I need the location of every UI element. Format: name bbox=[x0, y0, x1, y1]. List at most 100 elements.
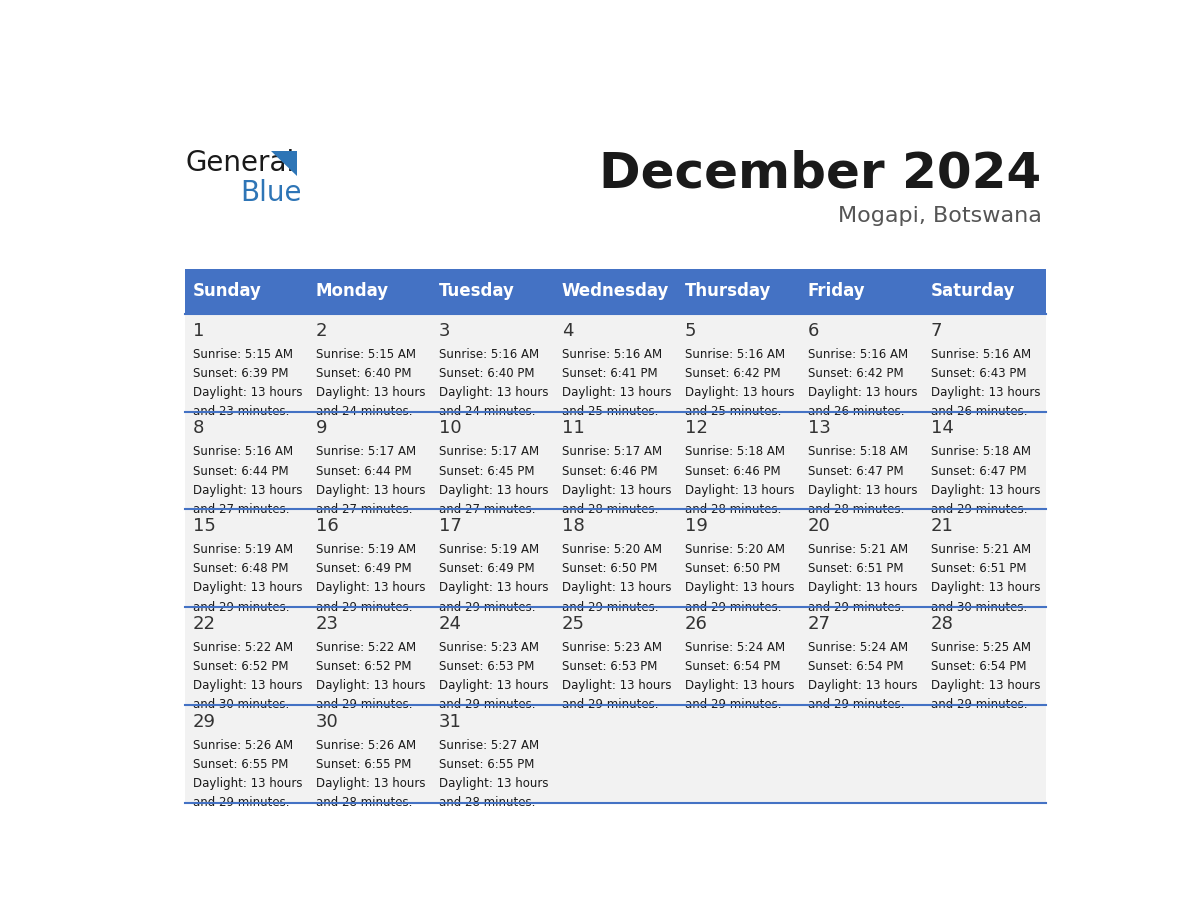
Bar bbox=[801, 705, 923, 803]
Bar bbox=[801, 411, 923, 509]
Bar bbox=[923, 607, 1047, 705]
Text: Sunset: 6:51 PM: Sunset: 6:51 PM bbox=[930, 563, 1026, 576]
Text: Sunset: 6:50 PM: Sunset: 6:50 PM bbox=[684, 563, 781, 576]
Text: Daylight: 13 hours: Daylight: 13 hours bbox=[930, 484, 1040, 497]
Text: and 25 minutes.: and 25 minutes. bbox=[562, 405, 658, 418]
Text: 25: 25 bbox=[562, 615, 584, 633]
Text: 23: 23 bbox=[316, 615, 339, 633]
Bar bbox=[677, 269, 801, 314]
Text: Sunrise: 5:19 AM: Sunrise: 5:19 AM bbox=[192, 543, 292, 556]
Text: and 23 minutes.: and 23 minutes. bbox=[192, 405, 289, 418]
Text: Sunset: 6:55 PM: Sunset: 6:55 PM bbox=[316, 758, 411, 771]
Text: Sunrise: 5:23 AM: Sunrise: 5:23 AM bbox=[562, 641, 662, 655]
Text: Daylight: 13 hours: Daylight: 13 hours bbox=[808, 679, 917, 692]
Bar bbox=[185, 314, 309, 411]
Text: and 27 minutes.: and 27 minutes. bbox=[316, 503, 412, 516]
Text: Daylight: 13 hours: Daylight: 13 hours bbox=[192, 778, 302, 790]
Text: Sunrise: 5:20 AM: Sunrise: 5:20 AM bbox=[562, 543, 662, 556]
Text: December 2024: December 2024 bbox=[599, 149, 1042, 197]
Text: Daylight: 13 hours: Daylight: 13 hours bbox=[562, 679, 671, 692]
Bar bbox=[555, 314, 677, 411]
Bar bbox=[185, 269, 309, 314]
Text: and 29 minutes.: and 29 minutes. bbox=[562, 699, 658, 711]
Text: and 29 minutes.: and 29 minutes. bbox=[930, 699, 1028, 711]
Text: Sunset: 6:47 PM: Sunset: 6:47 PM bbox=[930, 465, 1026, 477]
Text: 22: 22 bbox=[192, 615, 216, 633]
Bar bbox=[185, 411, 309, 509]
Text: Sunrise: 5:22 AM: Sunrise: 5:22 AM bbox=[192, 641, 292, 655]
Bar bbox=[677, 705, 801, 803]
Text: 14: 14 bbox=[930, 420, 954, 437]
Bar bbox=[309, 509, 431, 607]
Text: Sunset: 6:46 PM: Sunset: 6:46 PM bbox=[562, 465, 657, 477]
Text: and 25 minutes.: and 25 minutes. bbox=[684, 405, 781, 418]
Text: Blue: Blue bbox=[240, 179, 302, 207]
Text: and 26 minutes.: and 26 minutes. bbox=[930, 405, 1028, 418]
Bar bbox=[801, 607, 923, 705]
Text: Friday: Friday bbox=[808, 283, 865, 300]
Text: Daylight: 13 hours: Daylight: 13 hours bbox=[438, 679, 548, 692]
Text: Sunset: 6:47 PM: Sunset: 6:47 PM bbox=[808, 465, 903, 477]
Bar bbox=[309, 411, 431, 509]
Bar bbox=[309, 705, 431, 803]
Bar bbox=[677, 509, 801, 607]
Text: Thursday: Thursday bbox=[684, 283, 771, 300]
Text: Sunrise: 5:18 AM: Sunrise: 5:18 AM bbox=[930, 445, 1030, 458]
Text: 24: 24 bbox=[438, 615, 462, 633]
Text: Sunrise: 5:24 AM: Sunrise: 5:24 AM bbox=[808, 641, 908, 655]
Text: Daylight: 13 hours: Daylight: 13 hours bbox=[930, 679, 1040, 692]
Text: and 24 minutes.: and 24 minutes. bbox=[316, 405, 412, 418]
Bar bbox=[309, 269, 431, 314]
Text: Daylight: 13 hours: Daylight: 13 hours bbox=[192, 386, 302, 398]
Text: Sunrise: 5:18 AM: Sunrise: 5:18 AM bbox=[808, 445, 908, 458]
Polygon shape bbox=[271, 151, 297, 176]
Text: 15: 15 bbox=[192, 517, 215, 535]
Text: Daylight: 13 hours: Daylight: 13 hours bbox=[192, 679, 302, 692]
Bar bbox=[923, 269, 1047, 314]
Text: Sunrise: 5:22 AM: Sunrise: 5:22 AM bbox=[316, 641, 416, 655]
Bar bbox=[431, 314, 555, 411]
Bar bbox=[431, 411, 555, 509]
Bar bbox=[185, 607, 309, 705]
Text: Monday: Monday bbox=[316, 283, 388, 300]
Text: Daylight: 13 hours: Daylight: 13 hours bbox=[930, 386, 1040, 398]
Text: Daylight: 13 hours: Daylight: 13 hours bbox=[808, 581, 917, 595]
Text: 31: 31 bbox=[438, 713, 461, 731]
Text: Sunrise: 5:17 AM: Sunrise: 5:17 AM bbox=[562, 445, 662, 458]
Text: Daylight: 13 hours: Daylight: 13 hours bbox=[808, 386, 917, 398]
Text: Sunday: Sunday bbox=[192, 283, 261, 300]
Text: Sunset: 6:50 PM: Sunset: 6:50 PM bbox=[562, 563, 657, 576]
Text: Daylight: 13 hours: Daylight: 13 hours bbox=[316, 484, 425, 497]
Text: Sunrise: 5:18 AM: Sunrise: 5:18 AM bbox=[684, 445, 784, 458]
Text: Sunset: 6:43 PM: Sunset: 6:43 PM bbox=[930, 367, 1026, 380]
Text: Sunrise: 5:20 AM: Sunrise: 5:20 AM bbox=[684, 543, 784, 556]
Text: Sunset: 6:52 PM: Sunset: 6:52 PM bbox=[192, 660, 289, 673]
Bar bbox=[431, 269, 555, 314]
Bar bbox=[431, 509, 555, 607]
Text: Sunrise: 5:15 AM: Sunrise: 5:15 AM bbox=[316, 348, 416, 361]
Text: Sunset: 6:44 PM: Sunset: 6:44 PM bbox=[192, 465, 289, 477]
Text: Sunset: 6:55 PM: Sunset: 6:55 PM bbox=[192, 758, 287, 771]
Text: Sunrise: 5:26 AM: Sunrise: 5:26 AM bbox=[192, 739, 292, 752]
Text: Daylight: 13 hours: Daylight: 13 hours bbox=[192, 484, 302, 497]
Text: 28: 28 bbox=[930, 615, 954, 633]
Bar bbox=[801, 509, 923, 607]
Text: Daylight: 13 hours: Daylight: 13 hours bbox=[684, 581, 794, 595]
Bar bbox=[555, 607, 677, 705]
Text: Sunset: 6:42 PM: Sunset: 6:42 PM bbox=[684, 367, 781, 380]
Text: 11: 11 bbox=[562, 420, 584, 437]
Text: Mogapi, Botswana: Mogapi, Botswana bbox=[838, 206, 1042, 226]
Text: and 26 minutes.: and 26 minutes. bbox=[808, 405, 904, 418]
Text: Daylight: 13 hours: Daylight: 13 hours bbox=[316, 386, 425, 398]
Text: 6: 6 bbox=[808, 321, 819, 340]
Text: Daylight: 13 hours: Daylight: 13 hours bbox=[808, 484, 917, 497]
Bar bbox=[677, 411, 801, 509]
Text: and 28 minutes.: and 28 minutes. bbox=[438, 796, 535, 810]
Text: Sunrise: 5:16 AM: Sunrise: 5:16 AM bbox=[192, 445, 292, 458]
Text: and 29 minutes.: and 29 minutes. bbox=[192, 796, 289, 810]
Text: 12: 12 bbox=[684, 420, 708, 437]
Text: and 27 minutes.: and 27 minutes. bbox=[438, 503, 535, 516]
Text: Sunrise: 5:19 AM: Sunrise: 5:19 AM bbox=[316, 543, 416, 556]
Text: and 28 minutes.: and 28 minutes. bbox=[562, 503, 658, 516]
Text: Sunset: 6:46 PM: Sunset: 6:46 PM bbox=[684, 465, 781, 477]
